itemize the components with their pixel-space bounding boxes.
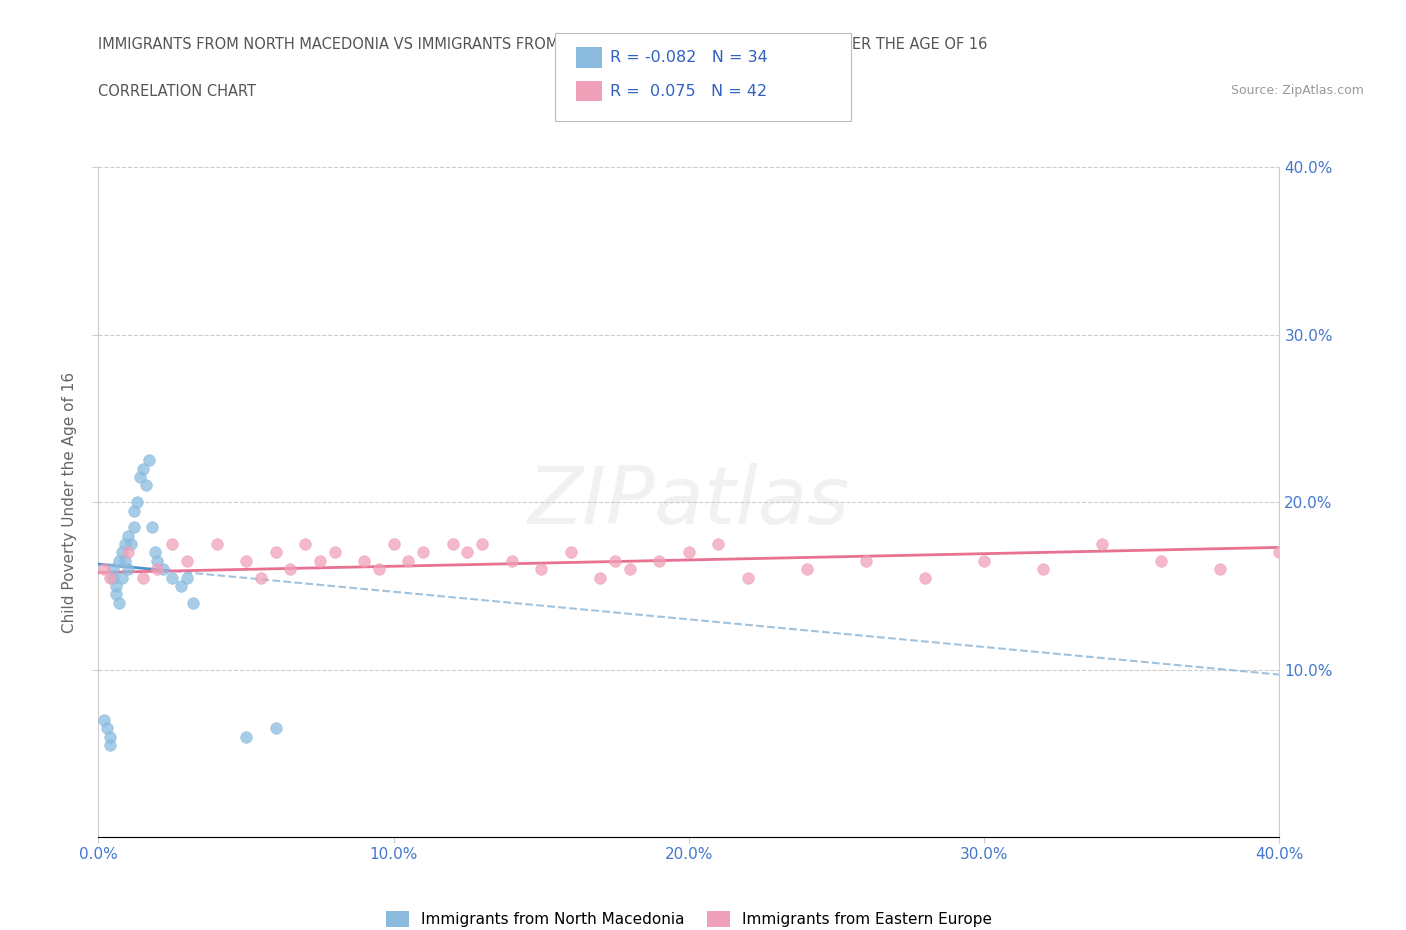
- Point: [146, 553, 169, 568]
- Point: [170, 578, 193, 593]
- Point: [96, 721, 118, 736]
- Point: [264, 545, 287, 560]
- Point: [108, 595, 131, 610]
- Point: [152, 562, 174, 577]
- Point: [441, 537, 464, 551]
- Point: [796, 562, 818, 577]
- Point: [605, 553, 627, 568]
- Text: ZIPatlas: ZIPatlas: [527, 463, 851, 541]
- Point: [162, 570, 183, 585]
- Point: [176, 570, 198, 585]
- Point: [135, 478, 157, 493]
- Point: [412, 545, 434, 560]
- Point: [737, 570, 759, 585]
- Point: [855, 553, 877, 568]
- Point: [1209, 562, 1232, 577]
- Point: [1150, 553, 1173, 568]
- Point: [382, 537, 405, 551]
- Point: [250, 570, 273, 585]
- Point: [456, 545, 478, 560]
- Point: [176, 553, 198, 568]
- Point: [105, 578, 128, 593]
- Point: [619, 562, 641, 577]
- Point: [353, 553, 375, 568]
- Point: [122, 520, 145, 535]
- Point: [294, 537, 316, 551]
- Point: [560, 545, 582, 560]
- Point: [138, 453, 160, 468]
- Point: [105, 587, 128, 602]
- Point: [396, 553, 419, 568]
- Text: R = -0.082   N = 34: R = -0.082 N = 34: [610, 50, 768, 65]
- Point: [501, 553, 523, 568]
- Text: CORRELATION CHART: CORRELATION CHART: [98, 84, 256, 99]
- Text: IMMIGRANTS FROM NORTH MACEDONIA VS IMMIGRANTS FROM EASTERN EUROPE CHILD POVERTY : IMMIGRANTS FROM NORTH MACEDONIA VS IMMIG…: [98, 37, 988, 52]
- Point: [111, 545, 134, 560]
- Point: [132, 461, 155, 476]
- Point: [235, 729, 257, 744]
- Point: [323, 545, 346, 560]
- Point: [93, 562, 115, 577]
- Point: [117, 528, 139, 543]
- Point: [162, 537, 183, 551]
- Point: [973, 553, 995, 568]
- Point: [108, 553, 131, 568]
- Point: [98, 570, 121, 585]
- Text: Source: ZipAtlas.com: Source: ZipAtlas.com: [1230, 84, 1364, 97]
- Point: [648, 553, 671, 568]
- Point: [125, 495, 148, 510]
- Point: [1032, 562, 1054, 577]
- Point: [141, 520, 163, 535]
- Point: [1268, 545, 1291, 560]
- Point: [122, 503, 145, 518]
- Point: [914, 570, 936, 585]
- Point: [264, 721, 287, 736]
- Point: [103, 562, 125, 577]
- Point: [471, 537, 494, 551]
- Point: [278, 562, 302, 577]
- Point: [114, 537, 136, 551]
- Point: [111, 570, 134, 585]
- Point: [707, 537, 730, 551]
- Point: [93, 712, 115, 727]
- Y-axis label: Child Poverty Under the Age of 16: Child Poverty Under the Age of 16: [62, 372, 77, 632]
- Point: [114, 553, 136, 568]
- Point: [678, 545, 700, 560]
- Text: R =  0.075   N = 42: R = 0.075 N = 42: [610, 84, 768, 99]
- Point: [205, 537, 228, 551]
- Point: [120, 537, 142, 551]
- Point: [117, 562, 139, 577]
- Point: [103, 570, 125, 585]
- Point: [589, 570, 612, 585]
- Point: [1091, 537, 1114, 551]
- Point: [132, 570, 155, 585]
- Point: [309, 553, 332, 568]
- Point: [98, 737, 121, 752]
- Point: [368, 562, 391, 577]
- Point: [181, 595, 204, 610]
- Point: [530, 562, 553, 577]
- Legend: Immigrants from North Macedonia, Immigrants from Eastern Europe: Immigrants from North Macedonia, Immigra…: [380, 905, 998, 930]
- Point: [235, 553, 257, 568]
- Point: [128, 470, 150, 485]
- Point: [143, 545, 166, 560]
- Point: [98, 729, 121, 744]
- Point: [117, 545, 139, 560]
- Point: [146, 562, 169, 577]
